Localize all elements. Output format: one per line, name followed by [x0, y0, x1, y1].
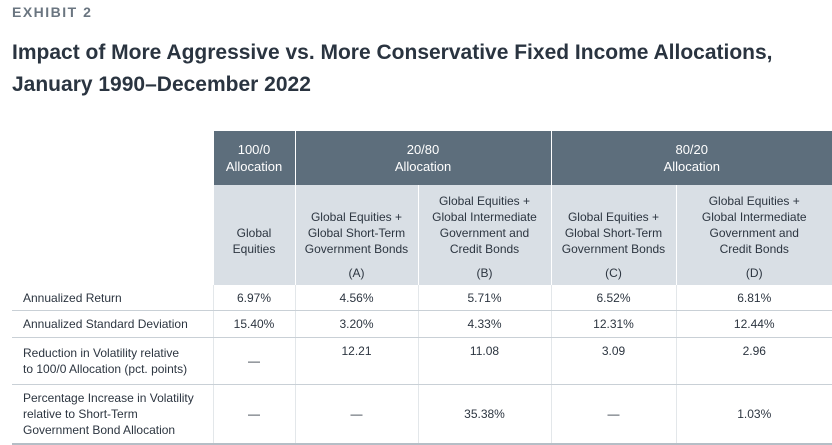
subheader-d: Global Equities + Global Intermediate Go…: [675, 185, 832, 261]
table-cell: —: [212, 384, 295, 445]
table-cell: 2.96: [675, 337, 832, 385]
table-cell: —: [212, 337, 295, 385]
title-line-1: Impact of More Aggressive vs. More Conse…: [12, 41, 773, 64]
table-cell: 35.38%: [417, 384, 551, 445]
subheader-a: Global Equities + Global Short-Term Gove…: [294, 185, 418, 261]
subheader-global-equities: Global Equities: [212, 185, 295, 261]
group-header-80-20: 80/20 Allocation: [550, 131, 832, 185]
group-header-row: 100/0 Allocation 20/80 Allocation 80/20 …: [12, 131, 832, 185]
title-line-2: January 1990–December 2022: [12, 73, 311, 96]
letter-b: (B): [417, 261, 551, 285]
letter-d: (D): [675, 261, 832, 285]
table-cell: —: [550, 384, 676, 445]
letter-row: (A) (B) (C) (D): [12, 261, 832, 285]
exhibit-label: EXHIBIT 2: [12, 4, 93, 20]
table-cell: 6.52%: [550, 285, 676, 311]
subheader-b: Global Equities + Global Intermediate Go…: [417, 185, 551, 261]
group-header-100-0: 100/0 Allocation: [212, 131, 295, 185]
subheader-blank: [12, 185, 213, 261]
row-label: Annualized Standard Deviation: [12, 310, 213, 338]
table-cell: 3.20%: [294, 310, 418, 338]
table-cell: 4.56%: [294, 285, 418, 311]
table-cell: —: [294, 384, 418, 445]
row-label: Annualized Return: [12, 285, 213, 311]
subheader-c: Global Equities + Global Short-Term Gove…: [550, 185, 676, 261]
table-cell: 6.81%: [675, 285, 832, 311]
table-row: Annualized Standard Deviation 15.40% 3.2…: [12, 310, 832, 338]
table-cell: 15.40%: [212, 310, 295, 338]
table-cell: 6.97%: [212, 285, 295, 311]
table-cell: 1.03%: [675, 384, 832, 445]
table-row: Annualized Return 6.97% 4.56% 5.71% 6.52…: [12, 285, 832, 311]
row-label: Reduction in Volatility relative to 100/…: [12, 337, 213, 385]
row-label: Percentage Increase in Volatility relati…: [12, 384, 213, 445]
allocation-table: 100/0 Allocation 20/80 Allocation 80/20 …: [12, 131, 832, 445]
table-cell: 5.71%: [417, 285, 551, 311]
table-cell: 3.09: [550, 337, 676, 385]
table-cell: 12.44%: [675, 310, 832, 338]
header-blank: [12, 131, 213, 185]
subheader-row: Global Equities Global Equities + Global…: [12, 185, 832, 261]
group-header-20-80: 20/80 Allocation: [294, 131, 551, 185]
table-row: Percentage Increase in Volatility relati…: [12, 384, 832, 445]
table-cell: 12.21: [294, 337, 418, 385]
table-cell: 4.33%: [417, 310, 551, 338]
table-row: Reduction in Volatility relative to 100/…: [12, 337, 832, 385]
letter-a: (A): [294, 261, 418, 285]
letter-c: (C): [550, 261, 676, 285]
page-title: Impact of More Aggressive vs. More Conse…: [12, 37, 827, 101]
table-cell: 11.08: [417, 337, 551, 385]
letter-global: [212, 261, 295, 285]
table-cell: 12.31%: [550, 310, 676, 338]
